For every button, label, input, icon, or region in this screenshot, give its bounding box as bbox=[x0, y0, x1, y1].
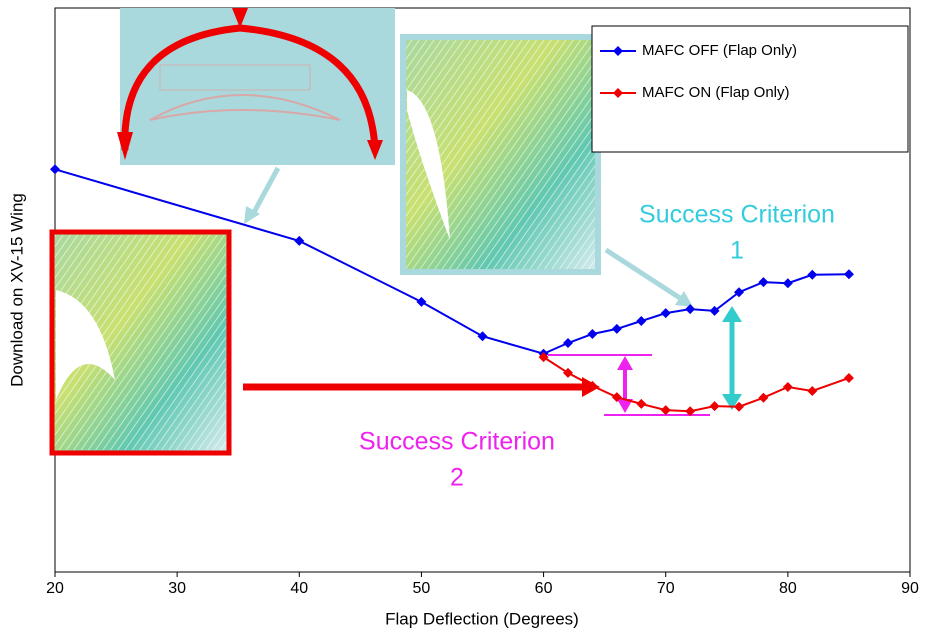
y-axis-label: Download on XV-15 Wing bbox=[7, 193, 26, 387]
data-point bbox=[477, 331, 488, 342]
data-point bbox=[538, 352, 549, 363]
data-point bbox=[563, 367, 573, 378]
data-point bbox=[685, 406, 696, 417]
x-tick-label: 40 bbox=[290, 580, 308, 597]
data-point bbox=[807, 269, 818, 280]
data-point bbox=[50, 164, 60, 175]
data-point bbox=[758, 392, 769, 403]
x-tick-label: 70 bbox=[657, 580, 675, 597]
data-point bbox=[563, 338, 573, 349]
data-point bbox=[782, 382, 793, 393]
data-point bbox=[843, 372, 854, 383]
data-point bbox=[587, 328, 598, 339]
data-point bbox=[685, 304, 696, 315]
data-point bbox=[660, 405, 671, 416]
x-tick-label: 60 bbox=[535, 580, 553, 597]
data-point bbox=[660, 308, 671, 319]
data-point bbox=[636, 398, 647, 409]
inset-left bbox=[49, 229, 232, 456]
data-point bbox=[709, 305, 720, 316]
annotation: 1 bbox=[730, 237, 744, 265]
data-point bbox=[734, 287, 744, 298]
legend-marker bbox=[613, 46, 623, 56]
legend-label: MAFC ON (Flap Only) bbox=[642, 84, 790, 101]
data-point bbox=[611, 392, 622, 403]
inset-top bbox=[117, 8, 395, 165]
x-tick-label: 20 bbox=[46, 580, 64, 597]
data-point bbox=[843, 269, 854, 280]
x-tick-label: 30 bbox=[168, 580, 186, 597]
x-tick-label: 50 bbox=[413, 580, 431, 597]
data-point bbox=[587, 380, 598, 391]
legend-marker bbox=[613, 88, 623, 98]
inset-middle bbox=[400, 34, 601, 275]
annotation: Success Criterion bbox=[639, 201, 835, 229]
legend-box bbox=[591, 25, 909, 153]
data-point bbox=[807, 385, 818, 396]
data-point bbox=[782, 278, 793, 289]
data-point bbox=[758, 277, 769, 288]
data-point bbox=[294, 235, 305, 246]
data-point bbox=[611, 323, 622, 334]
data-point bbox=[709, 401, 720, 412]
data-point bbox=[734, 401, 744, 412]
x-axis-label: Flap Deflection (Degrees) bbox=[385, 609, 579, 628]
data-point bbox=[636, 316, 647, 327]
x-tick-label: 80 bbox=[779, 580, 797, 597]
arrows bbox=[243, 166, 742, 416]
annotation: 2 bbox=[450, 464, 464, 492]
data-point bbox=[416, 296, 427, 307]
legend-label: MAFC OFF (Flap Only) bbox=[642, 42, 797, 59]
annotation: Success Criterion bbox=[359, 428, 555, 456]
x-tick-label: 90 bbox=[901, 580, 919, 597]
